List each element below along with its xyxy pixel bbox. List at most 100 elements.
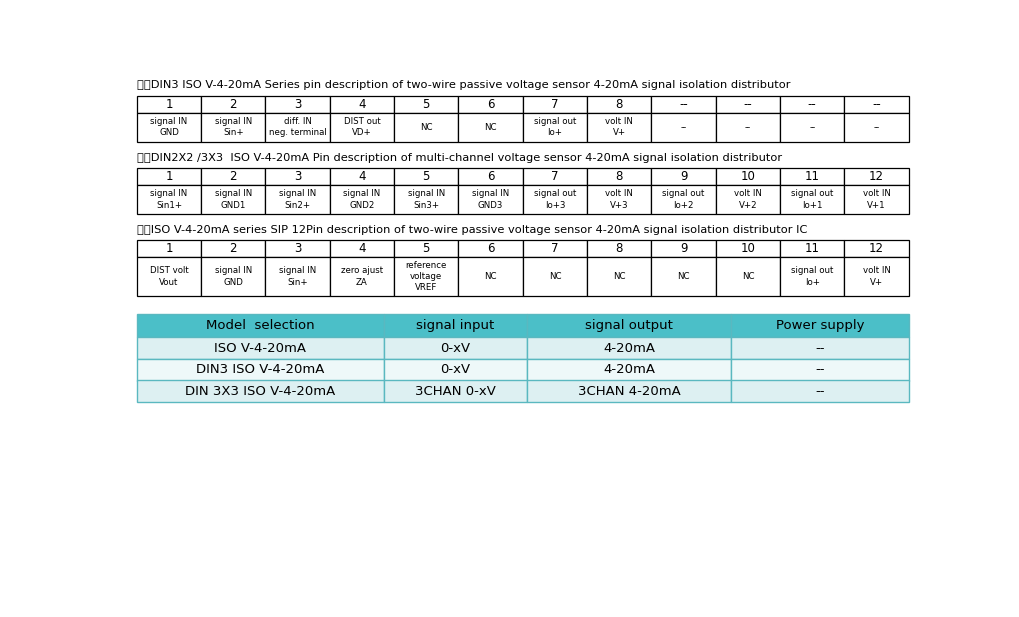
Text: 2: 2	[229, 97, 236, 110]
Bar	[137, 241, 201, 257]
Text: 6: 6	[486, 97, 494, 110]
Text: --: --	[871, 97, 880, 110]
Text: 3CHAN 0-xV: 3CHAN 0-xV	[415, 385, 495, 398]
Bar	[329, 168, 393, 185]
Text: NC: NC	[420, 123, 432, 131]
Text: --: --	[679, 97, 687, 110]
Bar	[383, 359, 526, 381]
Bar	[383, 314, 526, 337]
Bar	[458, 185, 523, 214]
Bar	[587, 112, 651, 142]
Text: --: --	[872, 123, 878, 131]
Text: --: --	[744, 123, 750, 131]
Text: 7: 7	[550, 97, 558, 110]
Text: --: --	[814, 385, 824, 398]
Text: signal IN
Sin2+: signal IN Sin2+	[279, 189, 316, 210]
Text: NC: NC	[677, 272, 689, 281]
Text: 一、DIN3 ISO V-4-20mA Series pin description of two-wire passive voltage sensor 4-: 一、DIN3 ISO V-4-20mA Series pin descripti…	[137, 80, 790, 90]
Bar	[329, 112, 393, 142]
Text: diff. IN
neg. terminal: diff. IN neg. terminal	[268, 117, 326, 137]
Text: volt IN
V+: volt IN V+	[604, 117, 633, 137]
Bar	[265, 112, 329, 142]
Text: 1: 1	[165, 97, 172, 110]
Bar	[731, 359, 908, 381]
Bar	[587, 96, 651, 112]
Bar	[137, 96, 201, 112]
Text: signal IN
Sin+: signal IN Sin+	[214, 117, 252, 137]
Bar	[651, 168, 715, 185]
Text: 3CHAN 4-20mA: 3CHAN 4-20mA	[577, 385, 680, 398]
Text: 11: 11	[804, 242, 819, 255]
Bar	[137, 314, 383, 337]
Text: NC: NC	[612, 272, 625, 281]
Text: 6: 6	[486, 242, 494, 255]
Bar	[731, 381, 908, 402]
Bar	[393, 96, 458, 112]
Text: 3: 3	[293, 170, 301, 183]
Bar	[201, 185, 265, 214]
Bar	[393, 112, 458, 142]
Text: 8: 8	[614, 242, 623, 255]
Text: volt IN
V+3: volt IN V+3	[604, 189, 633, 210]
Bar	[780, 185, 844, 214]
Bar	[458, 112, 523, 142]
Bar	[715, 257, 780, 296]
Bar	[731, 314, 908, 337]
Text: signal IN
GND: signal IN GND	[150, 117, 187, 137]
Text: 4-20mA: 4-20mA	[602, 342, 654, 355]
Text: --: --	[814, 363, 824, 376]
Text: signal IN
Sin3+: signal IN Sin3+	[408, 189, 444, 210]
Text: 8: 8	[614, 97, 623, 110]
Text: signal out
Io+3: signal out Io+3	[533, 189, 576, 210]
Bar	[393, 241, 458, 257]
Text: --: --	[680, 123, 686, 131]
Bar	[651, 96, 715, 112]
Bar	[329, 185, 393, 214]
Text: 12: 12	[868, 242, 883, 255]
Text: 7: 7	[550, 170, 558, 183]
Bar	[587, 257, 651, 296]
Text: signal out
Io+: signal out Io+	[533, 117, 576, 137]
Bar	[393, 185, 458, 214]
Text: --: --	[807, 97, 816, 110]
Bar	[780, 241, 844, 257]
Bar	[265, 185, 329, 214]
Bar	[137, 112, 201, 142]
Bar	[137, 185, 201, 214]
Bar	[458, 241, 523, 257]
Text: NC: NC	[484, 272, 496, 281]
Bar	[201, 96, 265, 112]
Bar	[780, 168, 844, 185]
Text: volt IN
V+2: volt IN V+2	[734, 189, 761, 210]
Bar	[522, 257, 587, 296]
Bar	[780, 112, 844, 142]
Bar	[651, 185, 715, 214]
Bar	[780, 257, 844, 296]
Bar	[329, 96, 393, 112]
Bar	[522, 241, 587, 257]
Bar	[137, 359, 383, 381]
Text: signal IN
GND3: signal IN GND3	[472, 189, 508, 210]
Text: 4: 4	[358, 170, 366, 183]
Bar	[458, 257, 523, 296]
Bar	[844, 185, 908, 214]
Text: 7: 7	[550, 242, 558, 255]
Text: signal input: signal input	[416, 320, 494, 333]
Text: 二、DIN2X2 /3X3  ISO V-4-20mA Pin description of multi-channel voltage sensor 4-20: 二、DIN2X2 /3X3 ISO V-4-20mA Pin descripti…	[137, 152, 782, 163]
Text: 12: 12	[868, 170, 883, 183]
Bar	[526, 359, 731, 381]
Text: DIST out
VD+: DIST out VD+	[343, 117, 380, 137]
Text: 2: 2	[229, 170, 236, 183]
Text: DIN 3X3 ISO V-4-20mA: DIN 3X3 ISO V-4-20mA	[185, 385, 335, 398]
Text: signal IN
GND1: signal IN GND1	[214, 189, 252, 210]
Bar	[383, 337, 526, 359]
Text: 4: 4	[358, 242, 366, 255]
Text: Model  selection: Model selection	[206, 320, 314, 333]
Text: signal out
Io+1: signal out Io+1	[791, 189, 833, 210]
Bar	[201, 241, 265, 257]
Bar	[265, 257, 329, 296]
Text: 5: 5	[422, 242, 430, 255]
Bar	[137, 381, 383, 402]
Text: 6: 6	[486, 170, 494, 183]
Text: signal IN
Sin1+: signal IN Sin1+	[150, 189, 187, 210]
